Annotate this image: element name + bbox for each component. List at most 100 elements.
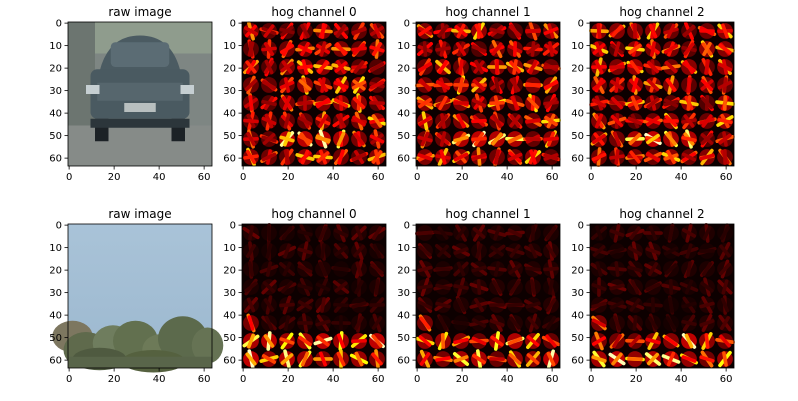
x-tick-label: 0	[66, 172, 72, 183]
y-tick-label: 0	[230, 221, 236, 232]
y-tick-label: 0	[404, 221, 410, 232]
y-tick-label: 10	[49, 243, 62, 254]
y-tick-label: 50	[571, 333, 584, 344]
y-tick-label: 60	[397, 356, 410, 367]
y-tick-label: 30	[571, 288, 584, 299]
axes-frame	[415, 21, 561, 167]
x-tick-label: 0	[66, 374, 72, 385]
y-tick-label: 40	[223, 311, 236, 322]
x-tick-label: 40	[675, 172, 688, 183]
y-tick-label: 20	[571, 266, 584, 277]
x-tick-label: 40	[327, 172, 340, 183]
x-tick-label: 20	[630, 172, 643, 183]
y-tick-label: 50	[49, 131, 62, 142]
y-tick-label: 20	[397, 64, 410, 75]
y-tick-label: 30	[571, 86, 584, 97]
x-tick-label: 20	[108, 172, 121, 183]
x-tick-label: 40	[501, 374, 514, 385]
x-tick-label: 40	[675, 374, 688, 385]
subplot-title: raw image	[108, 207, 171, 221]
raw-image-panel: 0 20 40 60 0 10 20 30 40 50 60 raw image	[49, 207, 224, 385]
x-tick-label: 20	[108, 374, 121, 385]
axes-frame	[67, 21, 213, 167]
x-tick-label: 60	[372, 172, 385, 183]
y-tick-label: 30	[223, 288, 236, 299]
y-tick-label: 30	[223, 86, 236, 97]
y-tick-label: 20	[49, 266, 62, 277]
y-tick-label: 0	[578, 19, 584, 30]
x-tick-label: 60	[720, 374, 733, 385]
subplot-title: raw image	[108, 5, 171, 19]
subplot-title: hog channel 0	[271, 5, 356, 19]
axes-frame	[241, 223, 387, 369]
subplot-title: hog channel 0	[271, 207, 356, 221]
y-tick-label: 20	[223, 266, 236, 277]
x-tick-label: 20	[630, 374, 643, 385]
hog-channel-panel: 0 20 40 60 0 10 20 30 40 50 60 hog channel 2	[571, 207, 735, 385]
axes-frame	[589, 223, 735, 369]
x-tick-label: 0	[588, 172, 594, 183]
subplot-title: hog channel 1	[445, 207, 530, 221]
hog-channel-panel: 0 20 40 60 0 10 20 30 40 50 60 hog channel 0	[223, 207, 387, 385]
y-tick-label: 0	[230, 19, 236, 30]
y-tick-label: 40	[49, 311, 62, 322]
y-tick-label: 60	[397, 154, 410, 165]
y-tick-label: 10	[49, 41, 62, 52]
y-tick-label: 50	[571, 131, 584, 142]
y-tick-label: 10	[223, 243, 236, 254]
x-tick-label: 60	[198, 172, 211, 183]
y-tick-label: 10	[397, 243, 410, 254]
y-tick-label: 40	[223, 109, 236, 120]
x-tick-label: 20	[282, 374, 295, 385]
y-tick-label: 20	[49, 64, 62, 75]
subplot-title: hog channel 2	[619, 207, 704, 221]
x-tick-label: 60	[546, 374, 559, 385]
x-tick-label: 20	[456, 172, 469, 183]
y-tick-label: 60	[571, 356, 584, 367]
y-tick-label: 20	[397, 266, 410, 277]
y-tick-label: 20	[223, 64, 236, 75]
x-tick-label: 40	[153, 374, 166, 385]
y-tick-label: 20	[571, 64, 584, 75]
x-tick-label: 60	[546, 172, 559, 183]
y-tick-label: 50	[223, 131, 236, 142]
y-tick-label: 60	[49, 356, 62, 367]
y-tick-label: 30	[49, 86, 62, 97]
y-tick-label: 30	[397, 288, 410, 299]
x-tick-label: 20	[456, 374, 469, 385]
y-tick-label: 0	[404, 19, 410, 30]
y-tick-label: 40	[397, 311, 410, 322]
x-tick-label: 60	[372, 374, 385, 385]
y-tick-label: 60	[571, 154, 584, 165]
x-tick-label: 0	[588, 374, 594, 385]
x-tick-label: 60	[720, 172, 733, 183]
x-tick-label: 40	[501, 172, 514, 183]
subplot-title: hog channel 1	[445, 5, 530, 19]
y-tick-label: 10	[397, 41, 410, 52]
axes-frame	[67, 223, 213, 369]
y-tick-label: 10	[223, 41, 236, 52]
y-tick-label: 0	[56, 221, 62, 232]
axes-frame	[589, 21, 735, 167]
axes-frame	[415, 223, 561, 369]
raw-image-panel: 0 20 40 60 0 10 20 30 40 50 60 raw image	[49, 5, 213, 183]
y-tick-label: 40	[571, 109, 584, 120]
y-tick-label: 50	[49, 333, 62, 344]
y-tick-label: 10	[571, 243, 584, 254]
y-tick-label: 40	[571, 311, 584, 322]
y-tick-label: 60	[223, 356, 236, 367]
hog-channel-panel: 0 20 40 60 0 10 20 30 40 50 60 hog channel 1	[397, 207, 561, 385]
x-tick-label: 0	[414, 374, 420, 385]
hog-channel-panel: 0 20 40 60 0 10 20 30 40 50 60 hog channel 2	[571, 5, 735, 183]
y-tick-label: 50	[397, 333, 410, 344]
hog-channel-panel: 0 20 40 60 0 10 20 30 40 50 60 hog channel 1	[397, 5, 561, 183]
y-tick-label: 0	[578, 221, 584, 232]
y-tick-label: 40	[397, 109, 410, 120]
x-tick-label: 0	[240, 172, 246, 183]
x-tick-label: 60	[198, 374, 211, 385]
y-tick-label: 30	[397, 86, 410, 97]
y-tick-label: 0	[56, 19, 62, 30]
y-tick-label: 50	[397, 131, 410, 142]
y-tick-label: 50	[223, 333, 236, 344]
